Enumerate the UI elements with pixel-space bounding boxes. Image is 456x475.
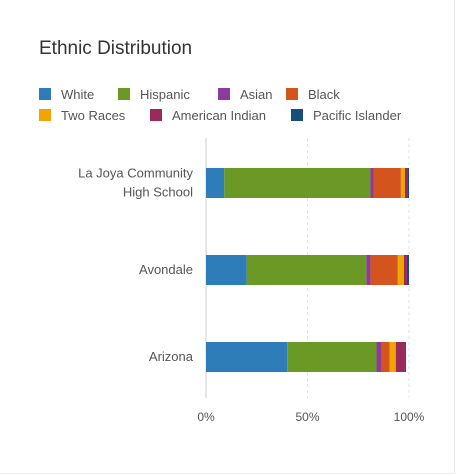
legend-item-pacific-islander[interactable]: Pacific Islander	[291, 107, 401, 123]
bar-segment-american-indian[interactable]	[404, 168, 408, 198]
category-label: Avondale	[139, 262, 193, 277]
bar-segment-pacific-islander[interactable]	[407, 168, 409, 198]
bar-segment-asian[interactable]	[366, 255, 371, 285]
legend-swatch	[291, 109, 303, 121]
bar-segment-white[interactable]	[206, 255, 247, 285]
legend-item-white[interactable]: White	[39, 86, 94, 102]
category-label: La Joya Community High School	[78, 166, 193, 200]
legend-item-asian[interactable]: Asian	[218, 86, 273, 102]
bar-segment-white[interactable]	[206, 168, 225, 198]
legend-item-black[interactable]: Black	[286, 86, 340, 102]
bar-segment-hispanic[interactable]	[246, 255, 367, 285]
legend-label: Two Races	[61, 107, 126, 123]
bar-segment-two-races[interactable]	[389, 342, 396, 372]
bar-segment-asian[interactable]	[370, 168, 374, 198]
category-label: Arizona	[149, 349, 194, 364]
bar-segment-black[interactable]	[381, 342, 390, 372]
bar-segment-two-races[interactable]	[400, 168, 405, 198]
legend-label: White	[61, 86, 95, 102]
legend-label: Asian	[240, 86, 273, 102]
legend-swatch	[150, 109, 162, 121]
bar-segment-black[interactable]	[373, 168, 401, 198]
bar-segment-two-races[interactable]	[397, 255, 404, 285]
legend-item-hispanic[interactable]: Hispanic	[118, 86, 190, 102]
bar-segment-pacific-islander[interactable]	[404, 342, 406, 372]
bar-segment-pacific-islander[interactable]	[406, 255, 409, 285]
legend-label: American Indian	[172, 107, 266, 123]
legend-item-two-races[interactable]: Two Races	[39, 107, 125, 123]
legend-swatch	[39, 88, 51, 100]
legend-label: Pacific Islander	[313, 107, 402, 123]
bar-segment-hispanic[interactable]	[287, 342, 377, 372]
bar-segment-hispanic[interactable]	[224, 168, 371, 198]
x-tick-label: 50%	[295, 410, 319, 424]
legend-label: Hispanic	[140, 86, 190, 102]
x-tick-label: 0%	[197, 410, 215, 424]
legend-swatch	[118, 88, 130, 100]
bar-segment-white[interactable]	[206, 342, 288, 372]
legend-swatch	[286, 88, 298, 100]
bar-segment-american-indian[interactable]	[403, 255, 407, 285]
x-tick-label: 100%	[394, 410, 425, 424]
legend-label: Black	[308, 86, 340, 102]
legend-item-american-indian[interactable]: American Indian	[150, 107, 266, 123]
legend-swatch	[39, 109, 51, 121]
chart-title: Ethnic Distribution	[39, 38, 193, 59]
legend-swatch	[218, 88, 230, 100]
bar-segment-black[interactable]	[370, 255, 398, 285]
bar-segment-american-indian[interactable]	[395, 342, 405, 372]
bar-segment-asian[interactable]	[376, 342, 382, 372]
